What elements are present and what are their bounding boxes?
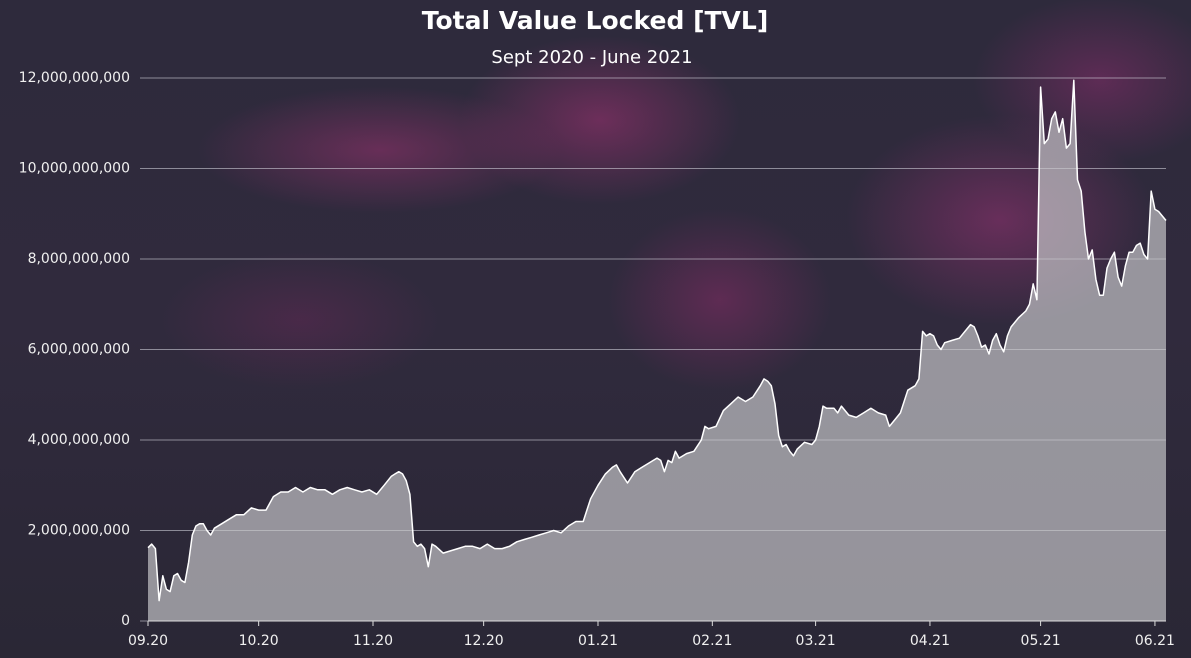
chart-subtitle: Sept 2020 - June 2021 xyxy=(491,47,692,68)
x-tick-label: 06.21 xyxy=(1135,633,1175,649)
x-tick-label: 03.21 xyxy=(796,633,836,649)
y-tick-label: 4,000,000,000 xyxy=(28,432,130,448)
y-tick-label: 6,000,000,000 xyxy=(28,342,130,358)
x-tick-label: 02.21 xyxy=(692,633,732,649)
x-tick-label: 09.20 xyxy=(128,633,168,649)
area-line xyxy=(147,79,1167,602)
x-tick-label: 12.20 xyxy=(464,633,504,649)
y-tick-label: 10,000,000,000 xyxy=(19,161,130,177)
x-tick-label: 11.20 xyxy=(353,633,393,649)
x-tick-label: 10.20 xyxy=(239,633,279,649)
chart-title: Total Value Locked [TVL] xyxy=(422,6,769,35)
area-fill xyxy=(148,80,1166,622)
y-tick-label: 8,000,000,000 xyxy=(28,251,130,267)
y-tick-label: 2,000,000,000 xyxy=(28,523,130,539)
x-tick-label: 05.21 xyxy=(1021,633,1061,649)
x-tick-label: 01.21 xyxy=(578,633,618,649)
x-tick-label: 04.21 xyxy=(910,633,950,649)
y-tick-label: 12,000,000,000 xyxy=(19,70,130,86)
y-tick-label: 0 xyxy=(121,613,130,629)
